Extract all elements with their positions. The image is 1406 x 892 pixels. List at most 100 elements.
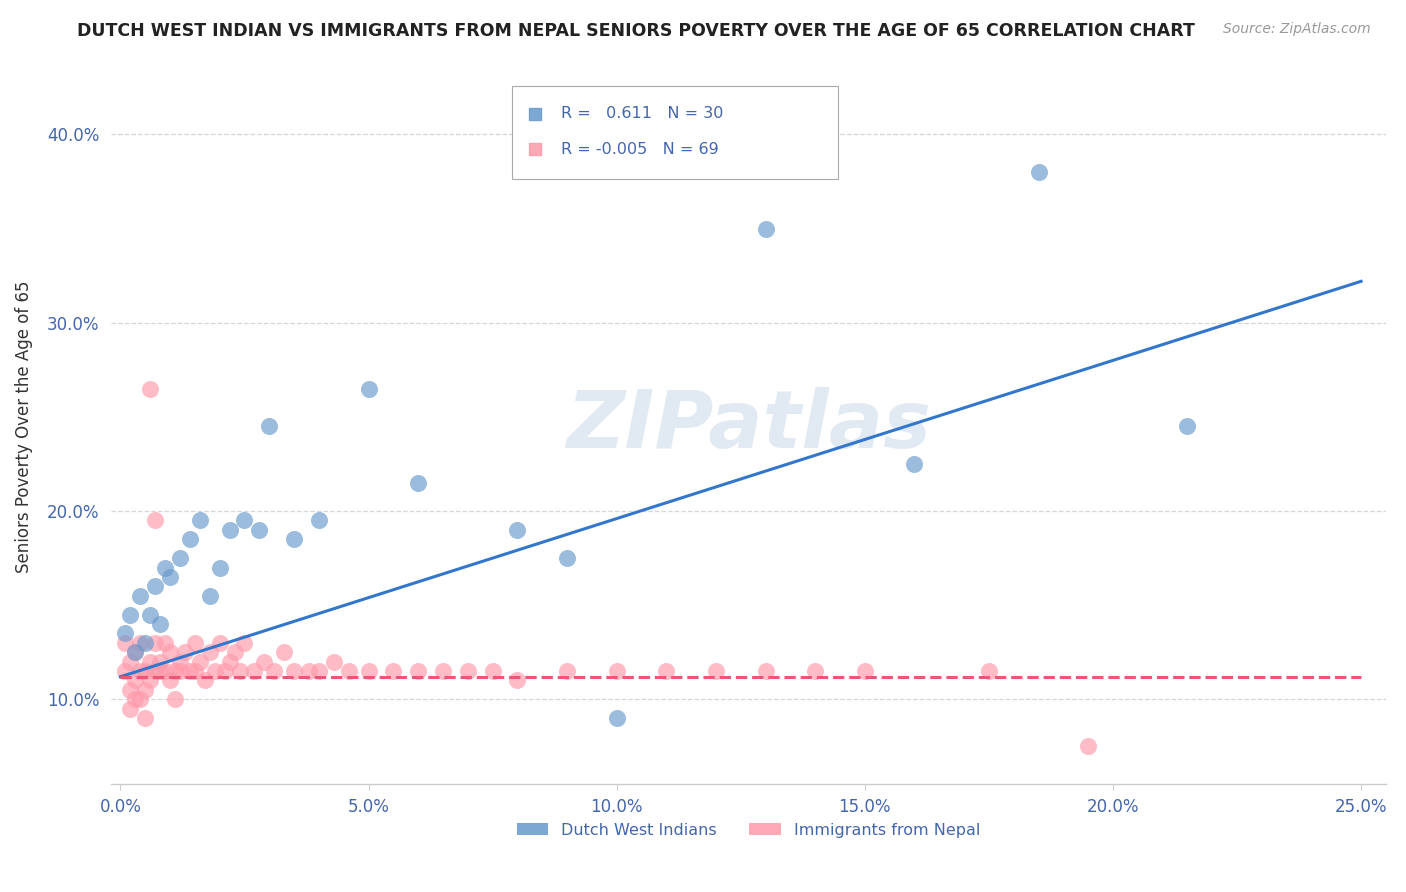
Point <box>134 711 156 725</box>
Point <box>139 607 162 622</box>
Point <box>357 382 380 396</box>
Point <box>218 523 240 537</box>
Point <box>159 570 181 584</box>
Point <box>134 636 156 650</box>
Point <box>322 655 344 669</box>
Point <box>198 589 221 603</box>
Point <box>247 523 270 537</box>
Point <box>233 513 256 527</box>
Point <box>224 645 246 659</box>
Point <box>139 673 162 688</box>
Point <box>606 664 628 678</box>
Point <box>853 664 876 678</box>
Point <box>606 711 628 725</box>
Point <box>308 664 330 678</box>
Text: ZIPatlas: ZIPatlas <box>565 387 931 466</box>
Point <box>188 513 211 527</box>
Point <box>143 664 166 678</box>
FancyBboxPatch shape <box>512 87 838 179</box>
Point <box>204 664 226 678</box>
Point <box>120 682 142 697</box>
Point <box>179 533 201 547</box>
Point <box>382 664 405 678</box>
Text: Source: ZipAtlas.com: Source: ZipAtlas.com <box>1223 22 1371 37</box>
Point <box>903 457 925 471</box>
Point <box>129 692 152 706</box>
Point <box>233 636 256 650</box>
Point <box>143 579 166 593</box>
Point <box>153 664 176 678</box>
Point <box>163 692 186 706</box>
Point <box>506 523 529 537</box>
Point <box>194 673 217 688</box>
Point <box>149 655 172 669</box>
Point <box>124 645 146 659</box>
Point <box>169 655 191 669</box>
Point <box>184 636 207 650</box>
Point <box>134 664 156 678</box>
Point <box>208 636 231 650</box>
Point <box>124 645 146 659</box>
Point <box>457 664 479 678</box>
Point <box>755 221 778 235</box>
Point <box>120 607 142 622</box>
Point <box>153 560 176 574</box>
Text: R = -0.005   N = 69: R = -0.005 N = 69 <box>561 142 718 157</box>
Point <box>143 513 166 527</box>
Point <box>124 673 146 688</box>
Point <box>134 682 156 697</box>
Point <box>1077 739 1099 754</box>
Point <box>263 664 285 678</box>
Point <box>169 551 191 566</box>
Point <box>174 645 197 659</box>
Point <box>283 664 305 678</box>
Point <box>298 664 321 678</box>
Point <box>179 664 201 678</box>
Point <box>804 664 827 678</box>
Point <box>159 645 181 659</box>
Point <box>124 692 146 706</box>
Point <box>506 673 529 688</box>
Point <box>139 382 162 396</box>
Point <box>218 655 240 669</box>
Point <box>120 655 142 669</box>
Point <box>149 664 172 678</box>
Y-axis label: Seniors Poverty Over the Age of 65: Seniors Poverty Over the Age of 65 <box>15 280 32 573</box>
Point <box>228 664 250 678</box>
Point <box>159 673 181 688</box>
Point <box>481 664 503 678</box>
Point <box>555 664 578 678</box>
Point <box>139 655 162 669</box>
Point <box>357 664 380 678</box>
Point <box>163 664 186 678</box>
Point <box>188 655 211 669</box>
Point <box>273 645 295 659</box>
Point <box>977 664 1000 678</box>
Point <box>208 560 231 574</box>
Point <box>153 636 176 650</box>
Point <box>129 636 152 650</box>
Point <box>198 645 221 659</box>
Point <box>120 702 142 716</box>
Point <box>308 513 330 527</box>
Legend: Dutch West Indians, Immigrants from Nepal: Dutch West Indians, Immigrants from Nepa… <box>510 816 986 844</box>
Point <box>406 475 429 490</box>
Point <box>337 664 360 678</box>
Point <box>555 551 578 566</box>
Point <box>432 664 454 678</box>
Point <box>169 664 191 678</box>
Point <box>114 636 136 650</box>
Point <box>214 664 236 678</box>
Point <box>283 533 305 547</box>
Point <box>114 626 136 640</box>
Point <box>149 617 172 632</box>
Point <box>704 664 727 678</box>
Point <box>1177 419 1199 434</box>
Point <box>1028 165 1050 179</box>
Point <box>655 664 678 678</box>
Point <box>243 664 266 678</box>
Point <box>129 664 152 678</box>
Point <box>259 419 281 434</box>
Point <box>114 664 136 678</box>
Text: R =   0.611   N = 30: R = 0.611 N = 30 <box>561 106 723 121</box>
